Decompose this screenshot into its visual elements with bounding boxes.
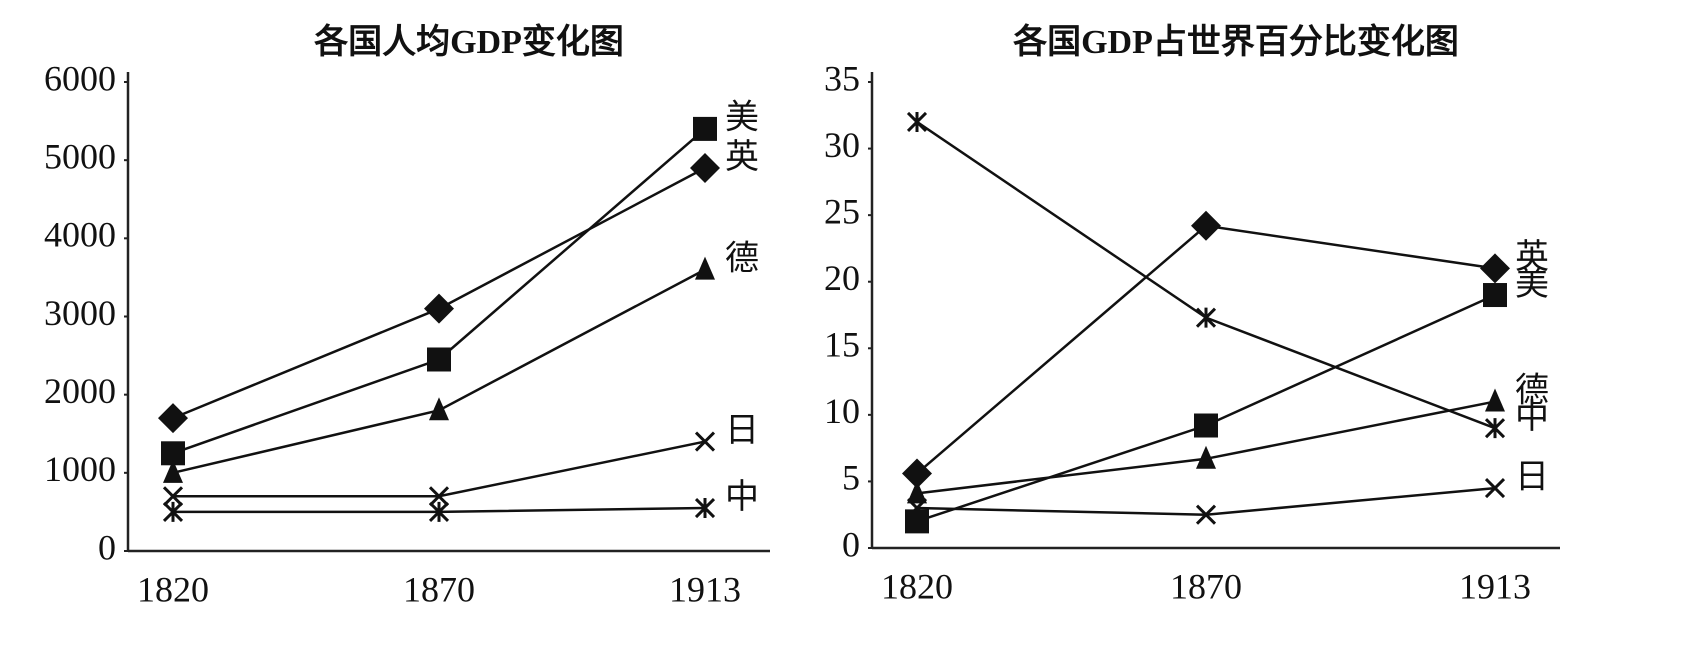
series-label: 中 (725, 478, 759, 516)
series-label: 德 (1515, 371, 1549, 409)
y-tick-label: 2000 (44, 371, 116, 411)
marker (427, 347, 451, 372)
series-line (172, 166, 706, 420)
y-tick-label: 20 (824, 258, 860, 298)
series-label: 美 (725, 99, 759, 137)
y-tick-label: 3000 (44, 293, 116, 333)
marker (1483, 283, 1507, 308)
series-label: 日 (725, 412, 759, 449)
marker (694, 431, 716, 452)
marker (693, 116, 717, 141)
y-tick-label: 35 (824, 58, 860, 98)
marker (695, 256, 715, 280)
marker (906, 497, 928, 519)
marker (162, 486, 184, 507)
marker (158, 403, 188, 434)
marker (429, 397, 449, 421)
y-tick-label: 10 (824, 391, 860, 431)
y-tick-label: 15 (824, 325, 860, 365)
y-tick-label: 0 (98, 527, 116, 567)
y-tick-label: 1000 (44, 449, 116, 489)
y-tick-label: 5 (842, 458, 860, 498)
chart-title: 各国GDP占世界百分比变化图 (1013, 22, 1459, 61)
x-tick-label: 1820 (881, 566, 953, 606)
series-label: 日 (1515, 459, 1549, 496)
series-line (916, 120, 1496, 430)
marker (1484, 418, 1506, 439)
series-label: 美 (1515, 265, 1549, 303)
x-tick-label: 1913 (669, 569, 741, 609)
series-line (173, 440, 706, 498)
marker (1195, 307, 1217, 328)
y-tick-label: 6000 (44, 58, 116, 98)
y-tick-label: 30 (824, 125, 860, 165)
y-tick-label: 4000 (44, 215, 116, 255)
marker (1194, 413, 1218, 438)
x-tick-label: 1820 (137, 569, 209, 609)
marker (1480, 253, 1510, 284)
marker (1191, 210, 1221, 241)
marker (163, 459, 183, 483)
y-tick-label: 0 (842, 524, 860, 564)
marker (906, 111, 928, 133)
marker (905, 509, 929, 534)
marker (1484, 478, 1506, 499)
series-label: 英 (725, 138, 759, 176)
marker (428, 501, 450, 522)
marker (1485, 388, 1505, 412)
series-line (916, 293, 1496, 523)
y-tick-label: 25 (824, 191, 860, 231)
marker (694, 497, 716, 519)
marker (1196, 445, 1216, 469)
marker (428, 486, 450, 507)
series-label: 中 (1515, 398, 1549, 436)
series-label: 德 (725, 239, 759, 277)
series-label: 英 (1515, 238, 1549, 276)
marker (907, 480, 927, 504)
marker (1195, 504, 1217, 525)
marker (690, 152, 720, 183)
x-tick-label: 1870 (403, 569, 475, 609)
marker (424, 293, 454, 324)
chart-title: 各国人均GDP变化图 (314, 22, 624, 61)
x-tick-label: 1870 (1170, 566, 1242, 606)
y-tick-label: 5000 (44, 136, 116, 176)
marker (902, 458, 932, 489)
marker (162, 501, 184, 522)
x-tick-label: 1913 (1459, 566, 1531, 606)
